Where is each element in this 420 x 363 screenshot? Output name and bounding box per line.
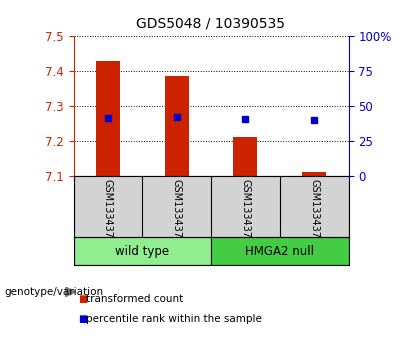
Bar xyxy=(211,237,349,265)
Text: percentile rank within the sample: percentile rank within the sample xyxy=(86,314,262,325)
Text: wild type: wild type xyxy=(115,245,169,257)
Text: ■: ■ xyxy=(78,314,87,325)
Text: GDS5048 / 10390535: GDS5048 / 10390535 xyxy=(136,17,284,30)
Text: genotype/variation: genotype/variation xyxy=(4,287,103,297)
Text: HMGA2 null: HMGA2 null xyxy=(245,245,314,257)
Text: ■: ■ xyxy=(78,294,87,305)
Bar xyxy=(165,76,189,176)
Text: GSM1334377: GSM1334377 xyxy=(240,179,250,244)
Bar xyxy=(234,138,257,176)
Text: GSM1334378: GSM1334378 xyxy=(309,179,319,244)
Polygon shape xyxy=(65,287,76,297)
Bar xyxy=(96,61,120,176)
Text: GSM1334375: GSM1334375 xyxy=(103,179,113,244)
Bar xyxy=(74,237,211,265)
Text: GSM1334376: GSM1334376 xyxy=(172,179,182,244)
Text: transformed count: transformed count xyxy=(86,294,184,305)
Bar xyxy=(302,172,326,176)
